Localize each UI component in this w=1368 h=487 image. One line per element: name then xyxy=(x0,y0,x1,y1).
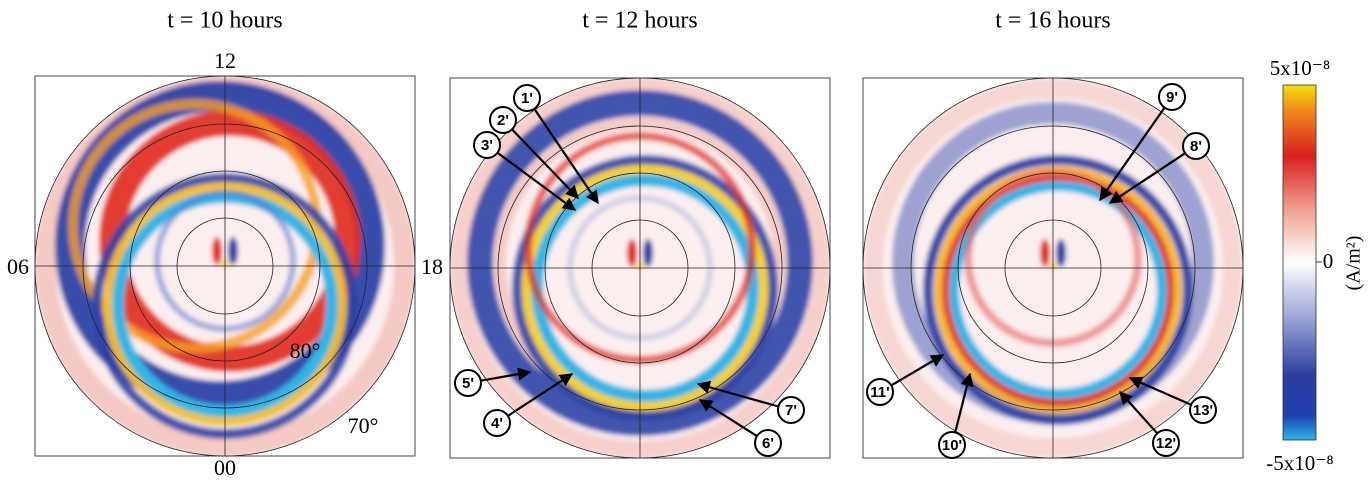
cusp-feature xyxy=(643,239,653,267)
polar-panel: t = 12 hours 1' 2'3' 4' 5' 6' 7' xyxy=(449,8,831,459)
colorbar-mid: 0 xyxy=(1323,249,1334,273)
marker: 6' xyxy=(698,399,782,457)
marker-label: 11' xyxy=(870,384,889,401)
marker-circle xyxy=(1152,429,1180,457)
axis-label: 06 xyxy=(7,254,29,279)
panel-title: t = 12 hours xyxy=(582,8,698,34)
marker: 12' xyxy=(1119,391,1180,457)
marker: 5' xyxy=(454,367,532,397)
marker-label: 9' xyxy=(1166,89,1178,106)
marker-label: 7' xyxy=(785,402,797,419)
marker-label: 6' xyxy=(762,435,774,452)
marker-arrow xyxy=(496,151,577,211)
axis-label: 70° xyxy=(348,413,379,438)
axis-label: 12 xyxy=(214,48,236,73)
marker: 4' xyxy=(483,373,574,437)
marker-arrow xyxy=(1108,152,1186,204)
marker: 3' xyxy=(473,131,577,211)
current-band xyxy=(521,164,769,412)
marker: 11' xyxy=(866,354,945,406)
marker-arrow xyxy=(511,128,579,199)
marker-circle xyxy=(454,369,482,397)
colorbar-scale xyxy=(1282,84,1317,441)
cusp-feature xyxy=(627,239,637,267)
marker-circle xyxy=(1182,132,1210,160)
cusp-feature xyxy=(228,237,238,265)
marker: 10' xyxy=(938,372,974,459)
marker-circle xyxy=(489,106,517,134)
cusp-feature xyxy=(1056,239,1066,267)
polar-panel: t = 16 hours 8' 9' 10' 11' 12' 13' xyxy=(862,8,1244,459)
marker-circle xyxy=(777,396,805,424)
cusp-feature xyxy=(212,237,222,265)
current-band xyxy=(949,181,1167,399)
colorbar: 5x10⁻⁸ 0 -5x10⁻⁸ (A/m²) xyxy=(1266,56,1364,475)
colorbar-max: 5x10⁻⁸ xyxy=(1270,56,1330,80)
marker: 7' xyxy=(696,380,805,424)
marker-arrow xyxy=(1119,391,1159,435)
marker-circle xyxy=(513,84,541,112)
colorbar-min: -5x10⁻⁸ xyxy=(1266,451,1333,475)
marker-arrow xyxy=(696,380,779,408)
marker-arrow xyxy=(954,372,974,433)
marker: 2' xyxy=(489,106,579,199)
marker-circle xyxy=(1189,396,1217,424)
marker-label: 8' xyxy=(1190,138,1202,155)
marker-arrow xyxy=(533,108,599,205)
marker-circle xyxy=(866,378,894,406)
axis-label: 18 xyxy=(421,254,443,279)
axis-label: 80° xyxy=(290,338,321,363)
marker-label: 1' xyxy=(521,90,533,107)
marker-label: 13' xyxy=(1193,402,1213,419)
marker-arrow xyxy=(507,373,574,417)
marker-label: 3' xyxy=(481,137,493,154)
marker-circle xyxy=(938,431,966,459)
marker-arrow xyxy=(1099,107,1166,202)
marker: 1' xyxy=(513,84,599,205)
marker-arrow xyxy=(890,354,945,387)
marker-label: 10' xyxy=(942,437,962,454)
marker: 13' xyxy=(1128,376,1217,424)
marker-arrow xyxy=(1128,376,1192,406)
marker-circle xyxy=(754,429,782,457)
marker-arrow xyxy=(698,399,758,437)
marker: 9' xyxy=(1099,83,1186,202)
marker-label: 5' xyxy=(462,375,474,392)
cusp-feature xyxy=(1040,239,1050,267)
marker-circle xyxy=(1158,83,1186,111)
marker-circle xyxy=(483,409,511,437)
axis-label: 00 xyxy=(214,455,236,480)
marker-arrow xyxy=(480,367,532,382)
colorbar-unit: (A/m²) xyxy=(1343,236,1365,291)
polar-panel: t = 10 hours 12 06 18 00 80° 70° xyxy=(7,8,443,481)
panel-title: t = 10 hours xyxy=(167,8,283,34)
marker-label: 4' xyxy=(491,415,503,432)
current-band xyxy=(923,155,1193,425)
current-band xyxy=(942,174,1174,406)
marker-circle xyxy=(473,131,501,159)
marker-label: 2' xyxy=(497,112,509,129)
current-band xyxy=(512,155,778,421)
marker-label: 12' xyxy=(1156,435,1176,452)
panels: t = 10 hours 12 06 18 00 80° 70° t = 12 hours 1'… xyxy=(7,8,1244,481)
marker: 8' xyxy=(1108,132,1210,204)
panel-title: t = 16 hours xyxy=(995,8,1111,34)
